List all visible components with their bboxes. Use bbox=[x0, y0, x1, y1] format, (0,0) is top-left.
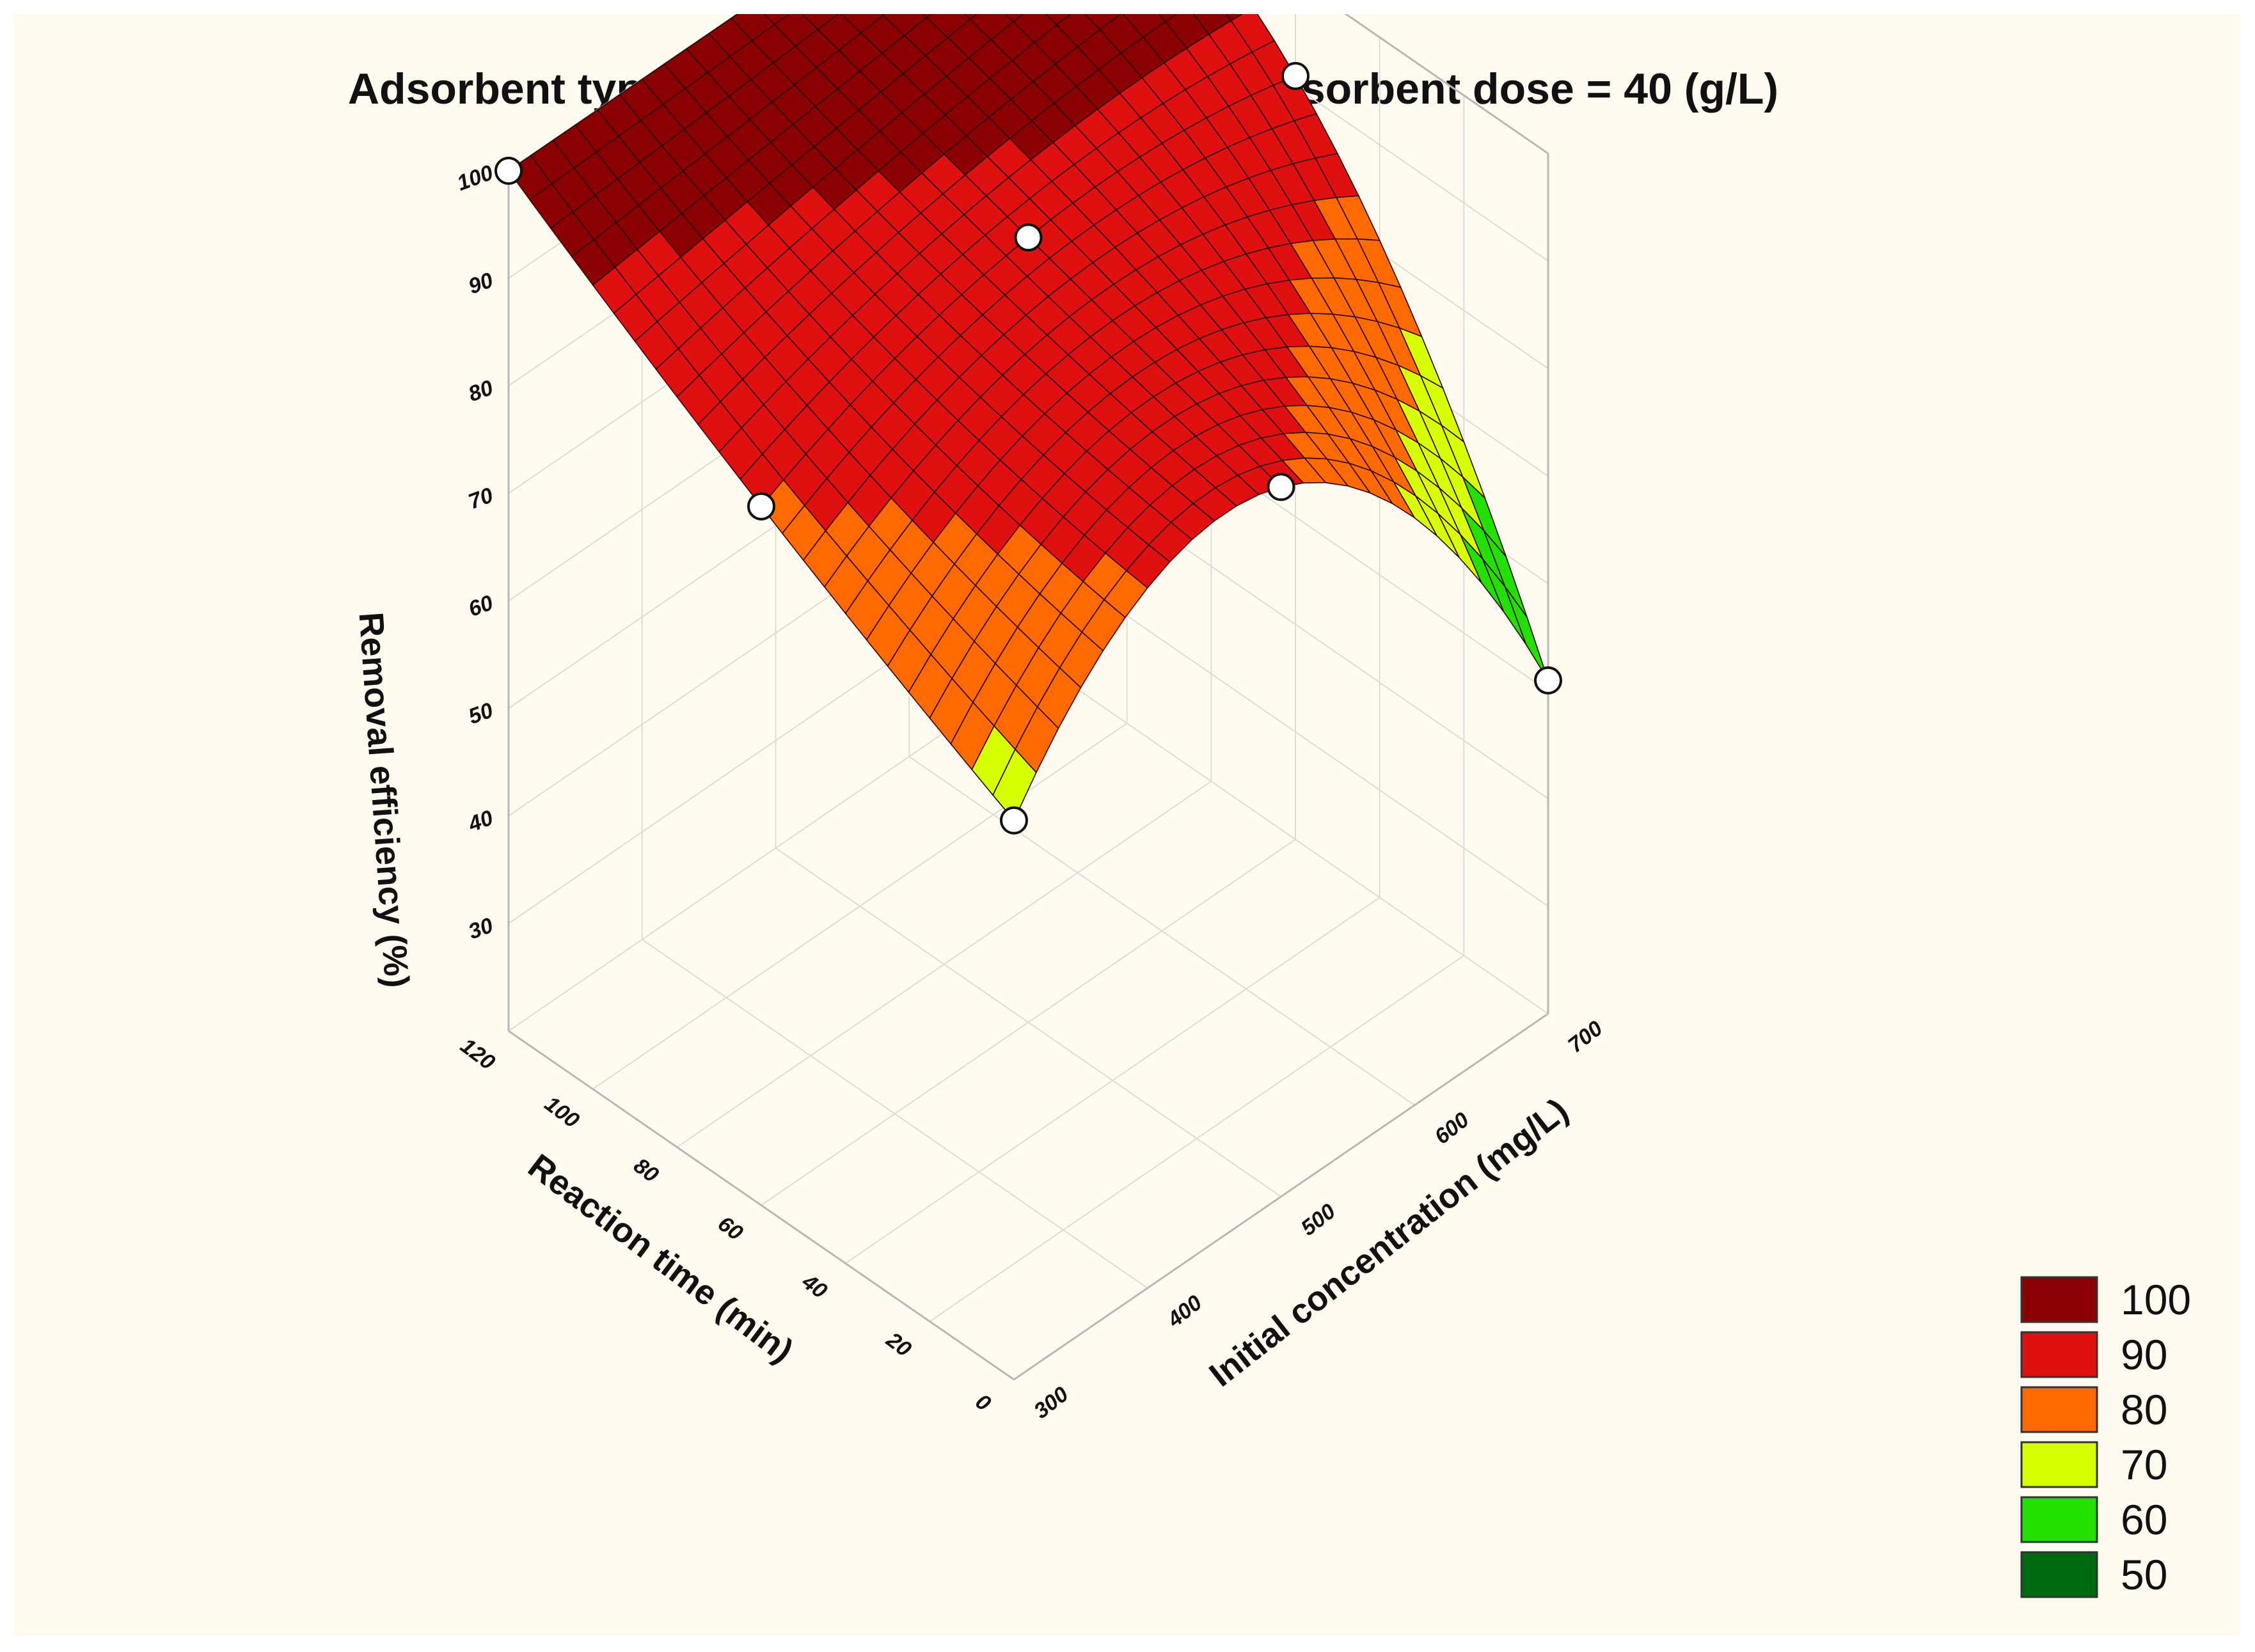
surface-facet bbox=[922, 14, 932, 19]
legend-swatch bbox=[2020, 1331, 2098, 1378]
design-point-marker bbox=[495, 157, 523, 185]
x-tick-label: 40 bbox=[797, 1269, 832, 1303]
design-point-marker bbox=[1267, 473, 1295, 501]
design-point-marker bbox=[747, 492, 775, 521]
design-points bbox=[495, 61, 1562, 835]
legend-label: 100 bbox=[2121, 1276, 2191, 1323]
z-tick-label: 60 bbox=[465, 590, 496, 622]
z-tick-label: 100 bbox=[454, 161, 496, 196]
z-axis-label: Removal efficiency (%) bbox=[352, 611, 416, 989]
response-surface bbox=[507, 14, 1549, 822]
floor-grid-line bbox=[908, 756, 1415, 1106]
floor-grid-line bbox=[775, 847, 1282, 1197]
surface-facet bbox=[963, 14, 978, 20]
legend-label: 50 bbox=[2121, 1551, 2167, 1598]
z-tick-label: 90 bbox=[465, 268, 496, 299]
legend-label: 80 bbox=[2121, 1386, 2167, 1433]
surface-facet bbox=[1045, 14, 1072, 26]
legend-swatch bbox=[2020, 1496, 2098, 1543]
design-point-marker bbox=[1281, 61, 1309, 90]
x-tick-label: 20 bbox=[882, 1327, 916, 1362]
floor-grid-line bbox=[642, 939, 1148, 1289]
y-tick-label: 500 bbox=[1297, 1199, 1340, 1241]
z-tick-label: 40 bbox=[464, 806, 496, 837]
response-surface-chart: Adsorbent type = CenNa5, Solution pH = 5… bbox=[348, 14, 2191, 1598]
legend-label: 90 bbox=[2121, 1331, 2167, 1378]
y-tick-label: 700 bbox=[1563, 1016, 1607, 1058]
frame-edge bbox=[1013, 1012, 1549, 1381]
x-axis-label: Reaction time (min) bbox=[521, 1147, 800, 1370]
z-tick-label: 50 bbox=[465, 698, 496, 729]
frame-edge bbox=[1344, 14, 1549, 155]
x-tick-label: 80 bbox=[629, 1153, 663, 1187]
design-point-marker bbox=[1534, 666, 1562, 695]
y-tick-label: 400 bbox=[1162, 1291, 1207, 1333]
surface-facet bbox=[992, 748, 1037, 822]
y-axis-label: Initial concentration (mg/L) bbox=[1202, 1091, 1575, 1394]
legend-label: 70 bbox=[2121, 1441, 2167, 1488]
y-tick-label: 300 bbox=[1029, 1382, 1073, 1424]
legend-swatch bbox=[2020, 1276, 2098, 1323]
legend-swatch bbox=[2020, 1386, 2098, 1433]
design-point-marker bbox=[1000, 806, 1028, 835]
z-tick-label: 70 bbox=[465, 483, 496, 514]
y-tick-label: 600 bbox=[1430, 1108, 1473, 1149]
x-tick-label: 120 bbox=[456, 1034, 500, 1075]
x-tick-label: 100 bbox=[540, 1092, 583, 1133]
legend-swatch bbox=[2020, 1441, 2098, 1488]
legend-label: 60 bbox=[2121, 1496, 2167, 1543]
frame-edge bbox=[508, 1030, 1015, 1381]
design-point-marker bbox=[1014, 223, 1043, 252]
z-tick-label: 30 bbox=[465, 913, 496, 945]
surface-facet bbox=[1158, 14, 1178, 22]
z-tick-label: 80 bbox=[465, 375, 496, 407]
x-tick-label: 60 bbox=[713, 1211, 747, 1245]
surface-facet bbox=[1004, 14, 1024, 23]
legend: 100 90 80 70 60 50 bbox=[2020, 1276, 2191, 1598]
x-tick-label: 0 bbox=[971, 1389, 995, 1416]
legend-swatch bbox=[2020, 1551, 2098, 1598]
chart-panel: Adsorbent type = CenNa5, Solution pH = 5… bbox=[14, 14, 2240, 1635]
surface-facet bbox=[763, 14, 790, 26]
